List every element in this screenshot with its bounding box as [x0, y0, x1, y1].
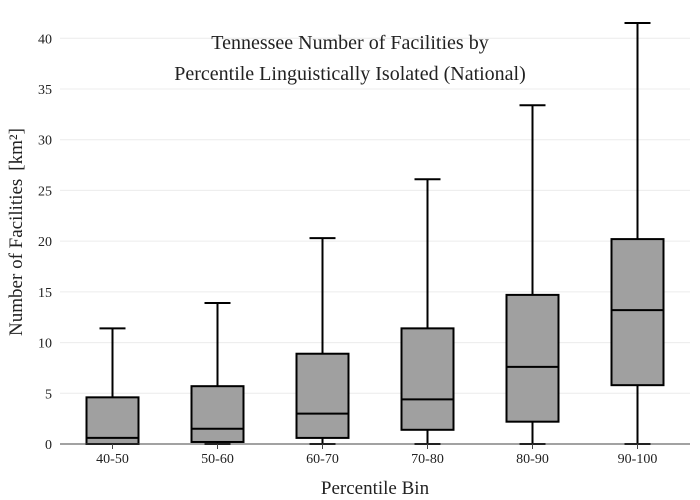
- iqr-box: [85, 396, 140, 446]
- grid-lines: [60, 37, 690, 394]
- y-tick-label: 20: [38, 235, 52, 250]
- x-tick-label: 60-70: [306, 452, 339, 467]
- y-tick-label: 5: [45, 387, 52, 402]
- box-80-90: [505, 104, 560, 445]
- iqr-box: [295, 352, 350, 439]
- y-tick-label: 10: [38, 337, 52, 352]
- y-tick-label: 25: [38, 184, 52, 199]
- chart-title-line-1: Tennessee Number of Facilities by: [211, 32, 488, 54]
- iqr-box: [610, 238, 665, 387]
- y-tick-label: 35: [38, 83, 52, 98]
- x-tick-label: 80-90: [516, 452, 549, 467]
- box-50-60: [190, 302, 245, 445]
- y-tick-label: 15: [38, 286, 52, 301]
- y-axis-title-unit: [km²]: [6, 128, 27, 171]
- y-tick-label: 40: [38, 32, 52, 47]
- iqr-box: [505, 293, 560, 423]
- box-40-50: [85, 327, 140, 446]
- axes: 0 5 10 15 20 25 30 35 40 40-50 50-60 60-70 70-80 80-9…: [38, 32, 690, 467]
- box-90-100: [610, 22, 665, 445]
- box-70-80: [400, 178, 455, 445]
- y-axis-title: Number of Facilities [km²]: [6, 128, 27, 336]
- x-axis-title: Percentile Bin: [321, 478, 430, 499]
- chart-title-line-2: Percentile Linguistically Isolated (Nati…: [174, 63, 526, 85]
- x-tick-label: 50-60: [201, 452, 234, 467]
- box-plot-series: [85, 22, 665, 446]
- y-axis-title-label: Number of Facilities: [6, 179, 27, 336]
- box-60-70: [295, 237, 350, 445]
- x-tick-label: 40-50: [96, 452, 129, 467]
- y-tick-label: 30: [38, 134, 52, 149]
- x-tick-label: 90-100: [618, 452, 658, 467]
- iqr-box: [190, 385, 245, 443]
- x-tick-label: 70-80: [411, 452, 444, 467]
- y-tick-label: 0: [45, 438, 52, 453]
- iqr-box: [400, 327, 455, 431]
